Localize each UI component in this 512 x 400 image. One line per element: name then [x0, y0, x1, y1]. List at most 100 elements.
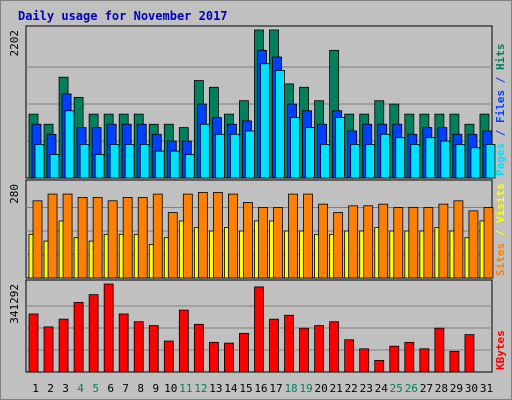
- bar-sites-day-24: [378, 203, 389, 279]
- bar-kbytes-day-25: [389, 345, 400, 373]
- bar-pages-day-1: [34, 143, 45, 179]
- bar-pages-day-10: [169, 150, 180, 179]
- bar-kbytes-day-28: [434, 327, 445, 373]
- bar-sites-day-13: [212, 191, 223, 279]
- bar-kbytes-day-15: [239, 332, 249, 373]
- legend-entry: /: [494, 123, 507, 143]
- x-tick-label: 6: [107, 382, 114, 395]
- chart-title: Daily usage for November 2017: [18, 9, 228, 23]
- x-axis-labels: 1 2 3 4 5 6 7 8 9 10 11 12 13 14 15 16 17 18 19 20 21 22 23 24 2…: [32, 382, 493, 395]
- bar-pages-day-8: [139, 143, 150, 179]
- bar-pages-day-14: [230, 133, 240, 179]
- bar-sites-day-28: [438, 203, 449, 279]
- bar-sites-day-14: [228, 193, 238, 279]
- bar-kbytes-day-22: [344, 339, 355, 373]
- bar-sites-day-4: [77, 197, 88, 279]
- bar-sites-day-27: [423, 207, 434, 279]
- x-tick-label: 4: [77, 382, 84, 395]
- x-tick-label: 24: [375, 382, 389, 395]
- bar-kbytes-day-19: [299, 327, 309, 373]
- bar-kbytes-day-1: [28, 313, 39, 373]
- x-tick-label: 26: [405, 382, 418, 395]
- bar-pages-day-22: [350, 143, 361, 179]
- bar-sites-day-20: [318, 203, 329, 279]
- side-legend: Sites / Visits: [494, 183, 507, 276]
- x-tick-label: 2: [47, 382, 54, 395]
- bar-kbytes-day-29: [449, 350, 460, 373]
- x-tick-label: 1: [32, 382, 39, 395]
- bar-sites-day-25: [393, 207, 404, 279]
- x-tick-label: 15: [239, 382, 252, 395]
- x-tick-label: 22: [345, 382, 358, 395]
- bar-pages-day-26: [410, 143, 421, 179]
- bar-kbytes-day-16: [254, 286, 264, 373]
- bar-pages-day-3: [64, 110, 75, 179]
- bar-sites-day-26: [408, 207, 419, 279]
- y-max-label: 2202: [8, 30, 21, 57]
- x-tick-label: 20: [315, 382, 328, 395]
- bar-kbytes-day-14: [224, 342, 234, 373]
- bar-kbytes-day-4: [73, 301, 84, 373]
- bar-sites-day-19: [303, 193, 313, 279]
- bar-sites-day-8: [137, 197, 148, 279]
- x-tick-label: 5: [92, 382, 99, 395]
- bar-sites-day-10: [167, 212, 178, 279]
- x-tick-label: 9: [152, 382, 159, 395]
- bar-pages-day-28: [440, 140, 451, 179]
- bar-pages-day-24: [380, 133, 391, 179]
- bar-pages-day-15: [245, 130, 255, 179]
- chart-panels: 2202 Pages / Files / Hits 280 Sites / Visit…: [8, 25, 507, 373]
- x-tick-label: 8: [137, 382, 144, 395]
- x-tick-label: 31: [480, 382, 493, 395]
- bar-sites-day-5: [92, 197, 103, 279]
- bar-pages-day-11: [184, 154, 195, 179]
- bar-sites-day-21: [333, 212, 344, 279]
- bar-sites-day-11: [182, 193, 193, 279]
- x-tick-label: 17: [269, 382, 282, 395]
- bar-pages-day-13: [214, 133, 225, 179]
- panel-hits-files-pages: 2202 Pages / Files / Hits: [8, 25, 507, 179]
- x-tick-label: 18: [284, 382, 297, 395]
- bar-kbytes-day-12: [193, 323, 204, 373]
- bar-kbytes-day-7: [118, 313, 129, 373]
- bar-sites-day-9: [152, 193, 163, 279]
- panel-visits-sites: 280 Sites / Visits: [8, 179, 507, 279]
- legend-entry: Pages: [494, 143, 507, 176]
- x-tick-label: 3: [62, 382, 69, 395]
- bar-sites-day-2: [47, 193, 58, 279]
- bar-pages-day-2: [49, 154, 60, 179]
- bar-kbytes-day-10: [163, 340, 174, 373]
- bar-pages-day-18: [290, 117, 300, 179]
- bar-kbytes-day-20: [314, 325, 325, 373]
- bar-kbytes-day-2: [43, 326, 54, 373]
- x-tick-label: 25: [390, 382, 403, 395]
- bar-pages-day-29: [455, 143, 466, 179]
- bar-pages-day-7: [124, 143, 135, 179]
- legend-entry: /: [494, 70, 507, 90]
- bar-sites-day-30: [468, 210, 479, 279]
- x-tick-label: 12: [194, 382, 207, 395]
- bar-sites-day-17: [273, 207, 283, 279]
- legend-entry: KBytes: [494, 330, 507, 370]
- x-tick-label: 7: [122, 382, 129, 395]
- x-tick-label: 19: [299, 382, 312, 395]
- x-tick-label: 23: [360, 382, 373, 395]
- side-legend: Pages / Files / Hits: [494, 44, 507, 177]
- bar-kbytes-day-3: [58, 318, 69, 373]
- bar-pages-day-6: [109, 143, 120, 179]
- bar-pages-day-5: [94, 154, 105, 179]
- bar-kbytes-day-27: [419, 348, 430, 373]
- bar-kbytes-day-11: [178, 309, 189, 373]
- x-tick-label: 29: [450, 382, 463, 395]
- legend-entry: Hits: [494, 44, 507, 71]
- bar-kbytes-day-23: [359, 348, 370, 373]
- bar-sites-day-12: [197, 191, 208, 279]
- x-tick-label: 11: [179, 382, 192, 395]
- bar-sites-day-1: [32, 200, 43, 279]
- bar-pages-day-27: [425, 137, 436, 179]
- bar-pages-day-12: [199, 123, 210, 179]
- bar-pages-day-31: [485, 143, 496, 179]
- x-tick-label: 13: [209, 382, 222, 395]
- y-max-label: 280: [8, 184, 21, 204]
- bar-pages-day-21: [335, 117, 346, 179]
